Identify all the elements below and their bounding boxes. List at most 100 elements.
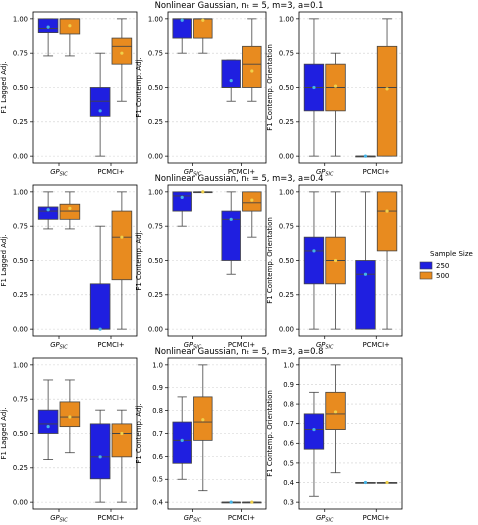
axes-frame — [298, 184, 403, 337]
y-tick-label: 0.00 — [148, 153, 163, 161]
box-500-pcmci — [376, 480, 398, 485]
x-tick-label: PCMCI+ — [363, 168, 390, 176]
y-axis-label: F1 Contemp. Orientation — [266, 44, 274, 131]
x-tick-label: GPSIC — [316, 514, 334, 524]
mean-marker — [250, 69, 254, 73]
y-axis-label: F1 Lagged Adj. — [0, 234, 8, 286]
box-250-gpsic — [37, 18, 59, 57]
legend-swatch-500 — [419, 271, 433, 280]
box-body — [172, 191, 192, 212]
y-tick-label: 0.75 — [279, 223, 294, 231]
axes-frame — [32, 11, 138, 164]
box-500-pcmci — [376, 18, 398, 157]
mean-marker — [229, 217, 233, 221]
box-500-gpsic — [59, 379, 81, 454]
y-tick-label: 0.75 — [279, 50, 294, 58]
mean-marker — [201, 190, 205, 194]
y-tick-label: 1.0 — [283, 361, 294, 369]
mean-marker — [250, 500, 254, 504]
box-body — [111, 210, 133, 281]
y-axis-label: F1 Lagged Adj. — [0, 61, 8, 113]
y-tick-label: 0.7 — [152, 430, 163, 438]
x-tick-label: PCMCI+ — [228, 168, 255, 176]
box-500-gpsic — [325, 191, 346, 330]
y-tick-label: 0.50 — [148, 257, 163, 265]
x-tick-label: GPSIC — [184, 341, 202, 351]
axes-frame — [167, 357, 267, 510]
box-250-gpsic — [303, 391, 325, 497]
box-500-gpsic — [325, 52, 346, 157]
subplot-5: 0.00 0.25 0.50 0.75 1.00 F1 Contemp. Adj. GPSI… — [135, 184, 267, 351]
y-tick-label: 0.6 — [283, 440, 294, 448]
axes-frame — [167, 11, 267, 164]
mean-marker — [312, 427, 316, 432]
box-500-pcmci — [242, 18, 262, 102]
axes-frame — [32, 184, 138, 337]
x-tick-label: GPSIC — [50, 341, 68, 351]
x-tick-label: GPSIC — [184, 168, 202, 178]
box-250-gpsic — [303, 191, 325, 330]
mean-marker — [180, 438, 184, 442]
legend-swatch-250 — [419, 261, 433, 270]
mean-marker — [201, 418, 205, 422]
mean-marker — [201, 18, 205, 22]
box-body — [355, 260, 376, 330]
mean-marker — [363, 154, 368, 158]
axes-frame — [167, 184, 267, 337]
box-250-gpsic — [172, 191, 192, 227]
y-tick-label: 0.00 — [13, 499, 28, 507]
y-tick-label: 1.00 — [13, 15, 28, 23]
y-tick-label: 0.50 — [13, 430, 28, 438]
box-body — [89, 87, 111, 117]
mean-marker — [229, 79, 233, 83]
y-tick-label: 0.75 — [13, 396, 28, 404]
y-tick-label: 0.6 — [152, 453, 163, 461]
y-tick-label: 0.25 — [13, 291, 28, 299]
x-tick-label: GPSIC — [316, 168, 334, 178]
y-tick-label: 0.00 — [13, 326, 28, 334]
mean-marker — [333, 410, 338, 414]
subplot-6: 0.00 0.25 0.50 0.75 1.00 F1 Contemp. Orientat… — [266, 184, 403, 351]
x-tick-label: PCMCI+ — [228, 341, 255, 349]
box-body — [59, 401, 81, 428]
mean-marker — [385, 480, 389, 485]
mean-marker — [250, 198, 254, 202]
y-tick-label: 0.00 — [148, 326, 163, 334]
mean-marker — [363, 480, 368, 485]
box-500-pcmci — [242, 191, 262, 238]
x-tick-label: GPSIC — [50, 168, 68, 178]
box-body — [221, 210, 241, 261]
y-tick-label: 0.50 — [148, 84, 163, 92]
row-title-3: Nonlinear Gaussian, nₜ = 5, m=3, a=0.8 — [155, 346, 324, 356]
box-500-pcmci — [376, 191, 398, 330]
box-250-pcmci — [89, 52, 111, 157]
mean-marker — [120, 431, 124, 436]
mean-marker — [363, 272, 368, 276]
y-tick-label: 0.50 — [279, 257, 294, 265]
box-body — [89, 283, 111, 330]
y-tick-label: 0.8 — [283, 400, 294, 408]
mean-marker — [312, 85, 316, 90]
box-body — [111, 423, 133, 458]
y-tick-label: 0.25 — [13, 464, 28, 472]
subplot-3: 0.00 0.25 0.50 0.75 1.00 F1 Contemp. Orientat… — [266, 11, 403, 178]
box-250-pcmci — [221, 59, 241, 102]
y-tick-label: 0.75 — [13, 50, 28, 58]
subplot-1: 0.00 0.25 0.50 0.75 1.00 F1 Lagged Adj. GPSIC P… — [0, 11, 138, 178]
box-500-pcmci — [111, 191, 133, 330]
mean-marker — [120, 51, 124, 55]
box-250-pcmci — [355, 480, 376, 485]
box-250-gpsic — [172, 396, 192, 480]
legend-label-250: 250 — [436, 262, 449, 270]
box-250-pcmci — [89, 225, 111, 331]
x-tick-label: PCMCI+ — [97, 514, 124, 522]
mean-marker — [333, 258, 338, 263]
subplot-4: 0.00 0.25 0.50 0.75 1.00 F1 Lagged Adj. GPSIC P… — [0, 184, 138, 351]
box-500-pcmci — [242, 500, 262, 504]
x-tick-label: PCMCI+ — [97, 168, 124, 176]
y-tick-label: 0.9 — [152, 384, 163, 392]
y-tick-label: 1.00 — [13, 188, 28, 196]
y-axis-label: F1 Contemp. Adj. — [135, 403, 143, 463]
mean-marker — [229, 500, 233, 504]
